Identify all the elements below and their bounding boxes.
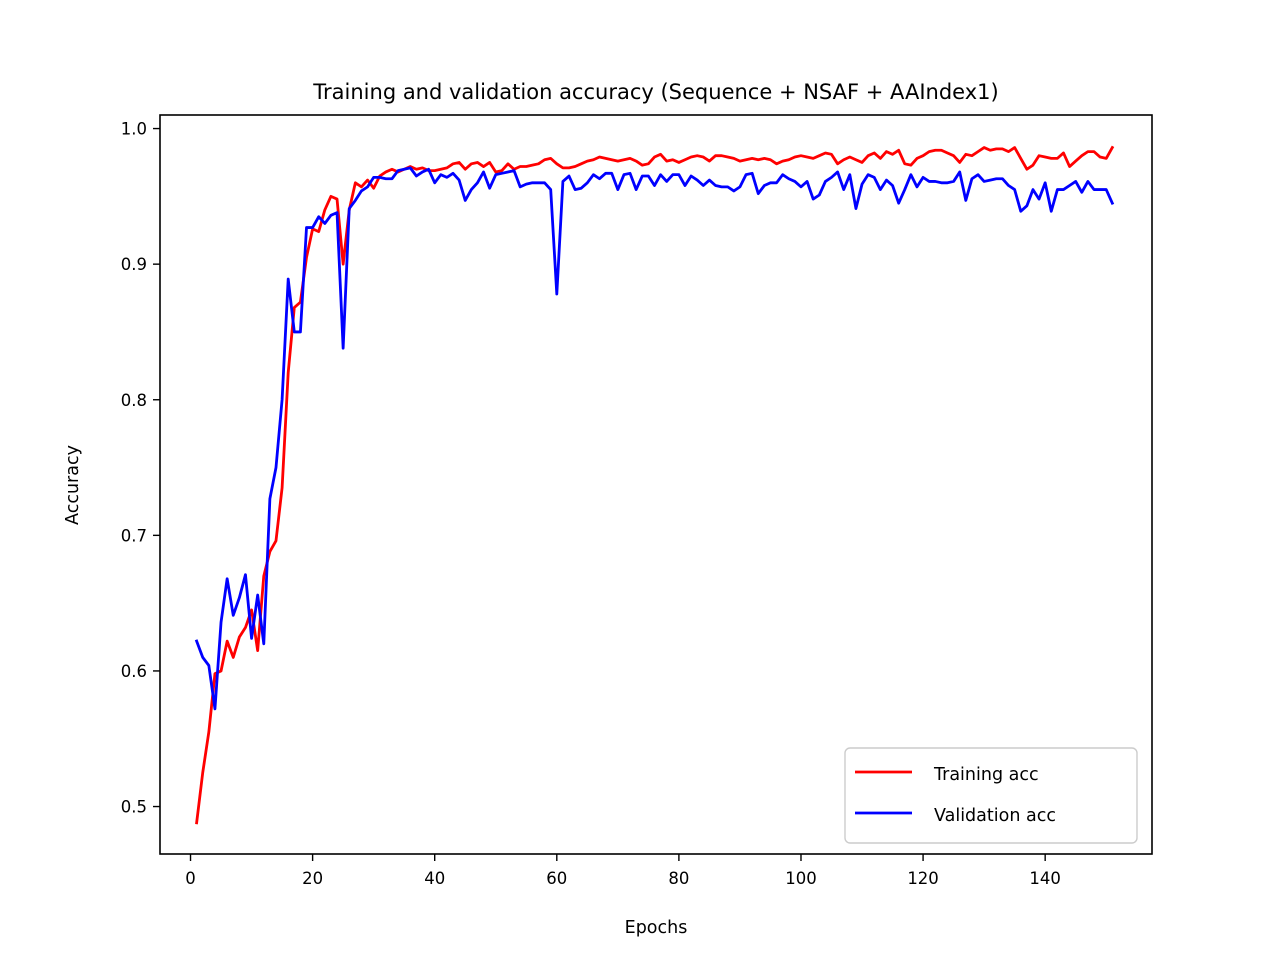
y-tick-label: 1.0 — [121, 120, 147, 139]
x-tick-label: 80 — [668, 869, 689, 888]
y-axis-label: Accuracy — [63, 445, 83, 525]
x-tick-label: 120 — [907, 869, 939, 888]
legend: Training acc Validation acc — [844, 747, 1138, 844]
legend-label-training: Training acc — [933, 765, 1039, 785]
x-axis-ticks: 0 20 40 60 80 100 120 140 — [185, 854, 1061, 888]
x-tick-label: 20 — [302, 869, 323, 888]
y-tick-label: 0.8 — [121, 391, 147, 410]
legend-label-validation: Validation acc — [934, 806, 1056, 826]
x-axis-label: Epochs — [625, 918, 688, 938]
legend-box — [844, 747, 1138, 844]
x-tick-label: 140 — [1029, 869, 1061, 888]
x-tick-label: 60 — [546, 869, 567, 888]
y-tick-label: 0.6 — [121, 662, 147, 681]
series-line-validation — [194, 166, 1115, 711]
x-tick-label: 0 — [185, 869, 196, 888]
y-tick-label: 0.5 — [121, 798, 147, 817]
plot-lines — [194, 145, 1115, 825]
x-tick-label: 100 — [785, 869, 817, 888]
x-tick-label: 40 — [424, 869, 445, 888]
y-tick-label: 0.7 — [121, 526, 147, 545]
y-tick-label: 0.9 — [121, 255, 147, 274]
plot-frame — [159, 114, 1153, 855]
chart-title: Training and validation accuracy (Sequen… — [312, 80, 998, 104]
y-axis-ticks: 0.5 0.6 0.7 0.8 0.9 1.0 — [121, 120, 160, 817]
